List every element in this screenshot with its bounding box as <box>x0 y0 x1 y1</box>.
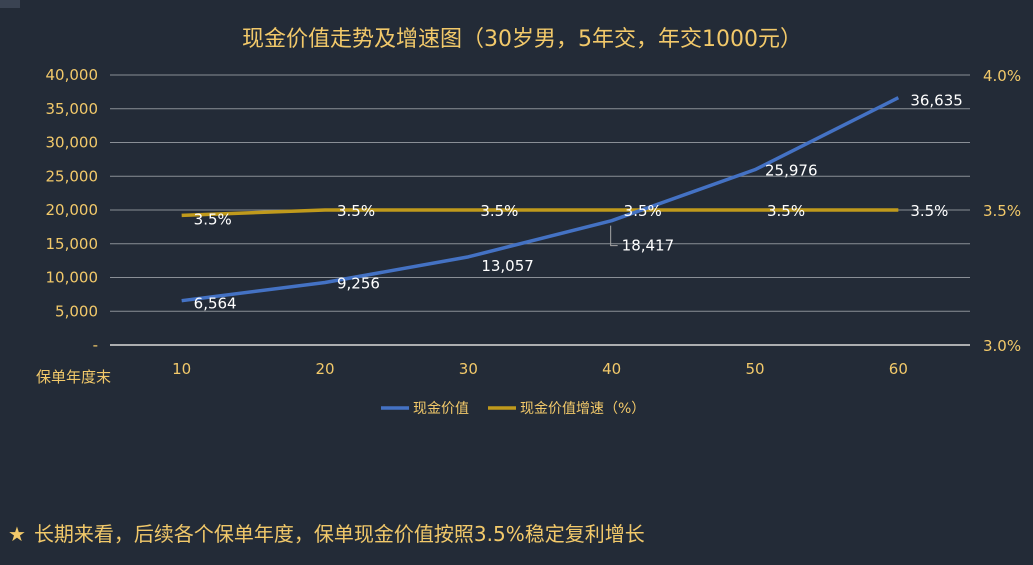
x-tick-label: 30 <box>459 360 478 378</box>
legend-label-cash-value: 现金价值 <box>413 401 469 417</box>
left-tick-label: - <box>93 336 98 354</box>
left-tick-label: 15,000 <box>46 235 99 253</box>
legend: 现金价值 现金价值增速（%） <box>381 401 645 417</box>
left-tick-label: 40,000 <box>46 66 99 84</box>
left-tick-label: 5,000 <box>55 302 98 320</box>
growth-data-label: 3.5% <box>337 202 375 220</box>
series-lines <box>181 96 900 303</box>
footnote-text: 长期来看，后续各个保单年度，保单现金价值按照3.5%稳定复利增长 <box>33 522 645 546</box>
corner-tab <box>0 0 20 8</box>
right-tick-label: 4.0% <box>983 67 1021 85</box>
chart-title: 现金价值走势及增速图（30岁男，5年交，年交1000元） <box>242 27 802 52</box>
footnote: ★ 长期来看，后续各个保单年度，保单现金价值按照3.5%稳定复利增长 <box>8 518 645 547</box>
cash-value-data-label: 25,976 <box>765 162 818 180</box>
left-tick-label: 35,000 <box>46 100 99 118</box>
data-labels: 3.5% 3.5% 3.5% 3.5% 3.5% 3.5% 6,564 9,256 13,057… <box>194 92 963 313</box>
x-axis-ticks: 10 20 30 40 50 60 <box>172 360 908 378</box>
x-tick-label: 40 <box>602 360 621 378</box>
left-tick-label: 20,000 <box>46 201 99 219</box>
x-axis-name: 保单年度末 <box>36 368 111 386</box>
right-tick-label: 3.0% <box>983 337 1021 355</box>
left-tick-label: 25,000 <box>46 167 99 185</box>
growth-rate-line <box>181 208 899 218</box>
x-tick-label: 20 <box>315 360 334 378</box>
left-axis-ticks: - 5,000 10,000 15,000 20,000 25,000 30,000 35,0… <box>46 66 99 354</box>
cash-value-data-label: 13,057 <box>481 257 534 275</box>
x-tick-label: 10 <box>172 360 191 378</box>
legend-label-growth-rate: 现金价值增速（%） <box>520 401 645 417</box>
cash-value-line <box>181 96 900 303</box>
growth-data-label: 3.5% <box>910 202 948 220</box>
left-tick-label: 10,000 <box>46 269 99 287</box>
growth-data-label: 3.5% <box>767 202 805 220</box>
left-tick-label: 30,000 <box>46 134 99 152</box>
x-tick-label: 60 <box>889 360 908 378</box>
growth-data-label: 3.5% <box>194 210 232 228</box>
cash-value-chart: 现金价值走势及增速图（30岁男，5年交，年交1000元） - 5,000 10,00… <box>36 27 1021 417</box>
x-tick-label: 50 <box>745 360 764 378</box>
cash-value-data-label: 9,256 <box>337 275 380 293</box>
right-tick-label: 3.5% <box>983 202 1021 220</box>
star-icon: ★ <box>8 522 26 546</box>
cash-value-data-label: 6,564 <box>194 295 237 313</box>
growth-data-label: 3.5% <box>624 202 662 220</box>
cash-value-data-label: 18,417 <box>622 237 675 255</box>
right-axis-ticks: 3.0% 3.5% 4.0% <box>983 67 1021 355</box>
label-leader-line <box>610 225 618 247</box>
growth-data-label: 3.5% <box>480 202 518 220</box>
cash-value-data-label: 36,635 <box>910 92 963 110</box>
